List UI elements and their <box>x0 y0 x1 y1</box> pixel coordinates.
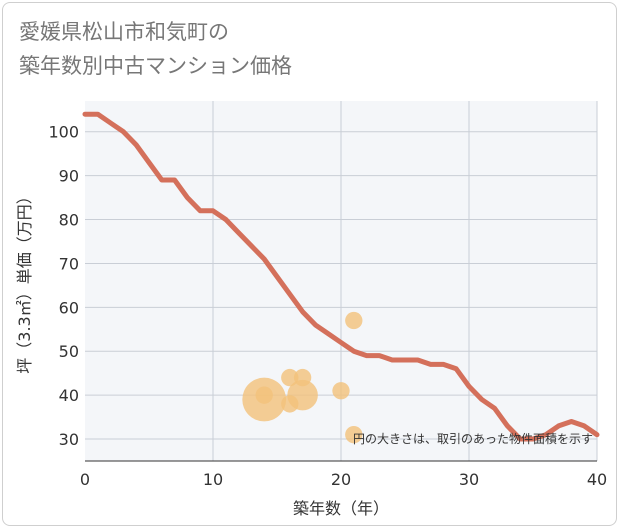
y-tick-label: 70 <box>59 254 79 273</box>
data-bubble <box>345 311 363 330</box>
transaction-bubbles <box>242 311 363 444</box>
bubble-size-note: 円の大きさは、取引のあった物件面積を示す <box>353 431 593 446</box>
chart-title-line2: 築年数別中古マンション価格 <box>19 54 292 78</box>
data-bubble <box>281 395 299 413</box>
y-tick-label: 100 <box>48 123 79 142</box>
data-bubble <box>345 425 363 444</box>
x-tick-label: 40 <box>587 470 607 489</box>
y-tick-label: 40 <box>59 386 79 405</box>
y-tick-label: 60 <box>59 298 79 317</box>
axes: 0 10 20 30 40 30 40 50 60 70 80 90 100 <box>48 123 607 489</box>
data-bubble <box>332 382 350 400</box>
data-bubble <box>255 386 273 404</box>
price-trend-line <box>82 111 600 442</box>
data-bubble <box>293 368 312 387</box>
y-tick-label: 90 <box>59 167 79 186</box>
price-line <box>82 111 600 442</box>
y-tick-label: 30 <box>59 430 79 449</box>
x-tick-label: 30 <box>459 470 479 489</box>
x-tick-label: 10 <box>203 470 223 489</box>
y-tick-label: 80 <box>59 211 79 230</box>
data-bubble <box>281 368 299 387</box>
x-tick-label: 0 <box>80 470 90 489</box>
x-axis-label: 築年数（年） <box>293 499 389 518</box>
y-axis-label: 坪（3.3㎡）単価（万円） <box>15 188 34 373</box>
chart-title-line1: 愛媛県松山市和気町の <box>19 20 229 44</box>
x-tick-label: 20 <box>331 470 351 489</box>
chart-title: 愛媛県松山市和気町の 築年数別中古マンション価格 <box>19 15 292 83</box>
grid-lines <box>85 101 598 461</box>
y-tick-label: 50 <box>59 342 79 361</box>
